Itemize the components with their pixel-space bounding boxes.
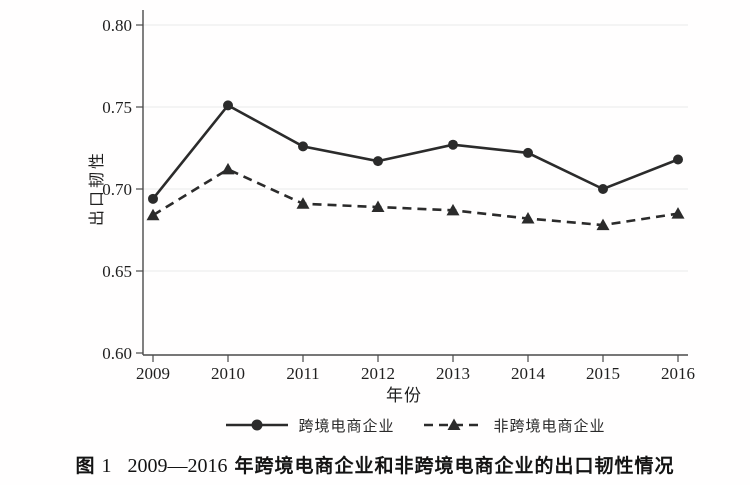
x-tick-label: 2015	[586, 364, 620, 383]
line-chart: 0.60 0.65 0.70 0.75 0.80 2009 2010 2011 2012 2013…	[102, 10, 695, 383]
caption-figure-number: 1	[101, 455, 112, 477]
data-point-circle-cross-border	[298, 141, 308, 152]
y-tick-label: 0.70	[102, 180, 132, 199]
x-tick-label: 2013	[436, 364, 470, 383]
x-tick-label: 2016	[661, 364, 695, 383]
data-point-circle-cross-border	[148, 193, 158, 204]
data-point-circle-cross-border	[523, 147, 533, 158]
figure-caption: 图 1 2009—2016 年跨境电商企业和非跨境电商企业的出口韧性情况	[0, 451, 750, 478]
data-point-circle-cross-border	[598, 184, 608, 194]
data-point-triangle-non-cross-border	[671, 207, 685, 219]
series-line-non-cross-border	[152, 167, 679, 227]
x-tick-label: 2012	[361, 364, 395, 383]
data-point-triangle-non-cross-border	[146, 208, 160, 221]
legend: 跨境电商企业 非跨境电商企业	[143, 413, 688, 437]
legend-label-cross-border: 跨境电商企业	[298, 417, 395, 435]
data-point-circle-cross-border	[223, 100, 233, 111]
data-point-circle-cross-border	[673, 154, 683, 165]
caption-figure-word: 图	[75, 456, 96, 477]
x-tick-label: 2011	[286, 364, 319, 383]
caption-text: 年跨境电商企业和非跨境电商企业的出口韧性情况	[234, 456, 675, 477]
solid-line-circle-marker-icon	[226, 419, 289, 431]
data-point-triangle-non-cross-border	[296, 197, 310, 209]
x-tick-label: 2014	[511, 364, 546, 383]
data-point-circle-cross-border	[448, 139, 458, 150]
y-tick-label: 0.75	[102, 98, 132, 117]
dashed-line-triangle-marker-icon	[423, 418, 484, 430]
x-tick-label: 2009	[136, 364, 170, 383]
caption-year-range: 2009—2016	[127, 455, 228, 477]
legend-label-non-cross-border: 非跨境电商企业	[493, 417, 606, 435]
series-line-cross-border	[151, 103, 679, 200]
x-axis-title: 年份	[386, 386, 422, 405]
y-tick-label: 0.65	[102, 262, 132, 281]
legend-item-cross-border: 跨境电商企业	[225, 415, 394, 436]
data-point-triangle-non-cross-border	[596, 218, 610, 231]
y-axis-title: 出口韧性	[89, 149, 106, 227]
y-tick-label: 0.60	[102, 344, 132, 363]
x-tick-label: 2010	[211, 364, 245, 383]
data-point-triangle-non-cross-border	[521, 212, 535, 224]
legend-item-non-cross-border: 非跨境电商企业	[423, 415, 606, 436]
data-point-circle-cross-border	[373, 156, 383, 167]
data-point-triangle-non-cross-border	[446, 203, 460, 216]
data-point-triangle-non-cross-border	[371, 200, 385, 213]
data-point-triangle-non-cross-border	[221, 162, 235, 175]
y-tick-label: 0.80	[102, 16, 132, 35]
